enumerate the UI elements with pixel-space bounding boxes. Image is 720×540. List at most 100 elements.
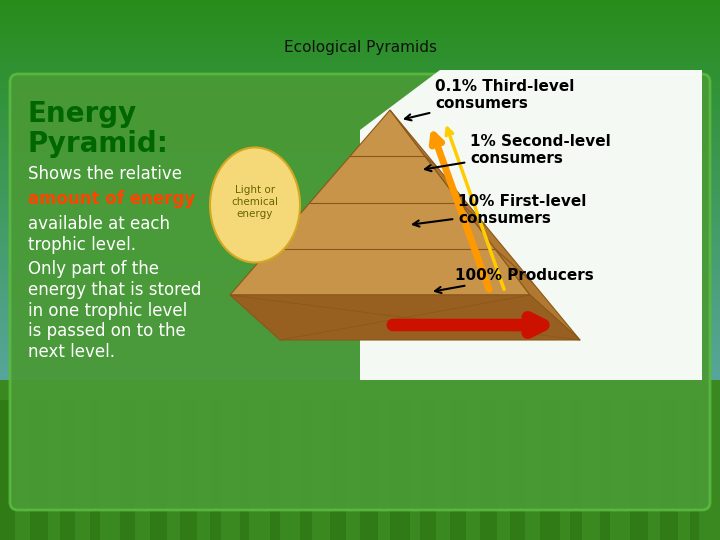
Bar — [0, 433, 720, 434]
Bar — [0, 231, 720, 232]
Bar — [0, 147, 720, 148]
Bar — [0, 404, 720, 405]
Bar — [0, 335, 720, 336]
Bar — [0, 34, 720, 35]
Bar — [0, 97, 720, 98]
Bar — [0, 40, 720, 41]
FancyBboxPatch shape — [10, 74, 710, 510]
Polygon shape — [0, 380, 720, 540]
Bar — [0, 490, 720, 491]
Text: Pyramid:: Pyramid: — [28, 130, 169, 158]
Bar — [0, 16, 720, 17]
Text: Shows the relative: Shows the relative — [28, 165, 182, 183]
Bar — [0, 311, 720, 312]
Polygon shape — [60, 400, 69, 540]
Bar — [0, 245, 720, 246]
Bar — [0, 372, 720, 373]
Bar — [0, 116, 720, 117]
Bar — [0, 401, 720, 402]
Bar — [0, 258, 720, 259]
Bar — [0, 379, 720, 380]
Bar — [0, 464, 720, 465]
Bar — [0, 378, 720, 379]
Polygon shape — [0, 400, 17, 540]
Bar — [0, 381, 720, 382]
Bar — [0, 105, 720, 106]
Bar — [0, 382, 720, 383]
Bar — [0, 53, 720, 54]
Bar — [0, 196, 720, 197]
Polygon shape — [360, 70, 702, 380]
Bar — [0, 327, 720, 328]
Bar — [0, 83, 720, 84]
Bar — [0, 417, 720, 418]
Bar — [0, 30, 720, 31]
Bar — [0, 242, 720, 243]
Bar — [0, 246, 720, 247]
Bar — [0, 536, 720, 537]
Bar — [0, 261, 720, 262]
Bar — [0, 302, 720, 303]
Polygon shape — [570, 400, 581, 540]
Bar — [0, 170, 720, 171]
Bar — [0, 486, 720, 487]
Bar — [0, 161, 720, 162]
Bar — [0, 86, 720, 87]
Bar — [0, 148, 720, 149]
Bar — [0, 251, 720, 252]
Bar — [0, 104, 720, 105]
Bar — [0, 190, 720, 191]
Bar — [0, 371, 720, 372]
Bar — [0, 533, 720, 534]
Bar — [0, 322, 720, 323]
Bar — [0, 61, 720, 62]
Bar — [0, 137, 720, 138]
Bar — [0, 11, 720, 12]
Bar — [0, 427, 720, 428]
Bar — [0, 75, 720, 76]
Bar — [0, 122, 720, 123]
Bar — [0, 313, 720, 314]
Bar — [0, 504, 720, 505]
Bar — [0, 419, 720, 420]
Bar — [0, 162, 720, 163]
Bar — [0, 138, 720, 139]
Text: 10% First-level
consumers: 10% First-level consumers — [413, 194, 586, 227]
Bar — [0, 523, 720, 524]
Bar — [0, 397, 720, 398]
Bar — [0, 28, 720, 29]
Bar — [0, 184, 720, 185]
Bar — [0, 324, 720, 325]
Bar — [0, 398, 720, 399]
Bar — [0, 509, 720, 510]
Bar — [0, 482, 720, 483]
Bar — [0, 402, 720, 403]
Bar — [0, 243, 720, 244]
Bar — [0, 472, 720, 473]
Bar — [0, 473, 720, 474]
Bar — [0, 388, 720, 389]
Bar — [0, 438, 720, 439]
Bar — [0, 449, 720, 450]
Bar — [0, 380, 720, 381]
Polygon shape — [240, 400, 251, 540]
Bar — [0, 539, 720, 540]
Bar — [0, 374, 720, 375]
Text: amount of energy: amount of energy — [28, 190, 195, 208]
Bar — [0, 272, 720, 273]
Bar — [0, 409, 720, 410]
Bar — [0, 171, 720, 172]
Bar — [0, 341, 720, 342]
Bar — [0, 62, 720, 63]
Bar — [0, 524, 720, 525]
Bar — [0, 114, 720, 115]
Bar — [0, 474, 720, 475]
Bar — [0, 118, 720, 119]
Bar — [0, 136, 720, 137]
Bar — [0, 399, 720, 400]
Bar — [0, 27, 720, 28]
Bar — [0, 31, 720, 32]
Bar — [0, 350, 720, 351]
Bar — [0, 367, 720, 368]
Bar — [0, 489, 720, 490]
